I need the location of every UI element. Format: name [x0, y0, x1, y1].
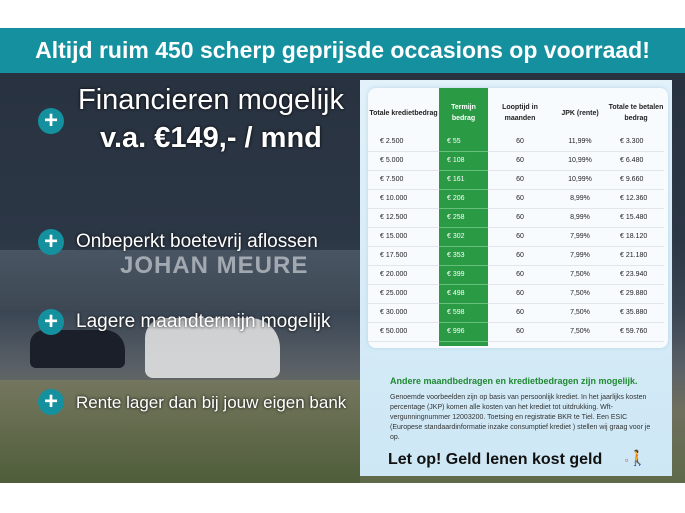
plus-icon: + — [38, 389, 64, 415]
table-cell: € 18.120 — [608, 227, 664, 247]
feature-3: Rente lager dan bij jouw eigen bank — [76, 393, 347, 412]
col-header: Looptijd in maanden — [502, 104, 538, 122]
table-cell: € 10.000 — [368, 189, 439, 209]
table-cell: € 50.000 — [368, 322, 439, 342]
table-cell: € 21.180 — [608, 246, 664, 266]
table-cell: € 55 — [439, 132, 488, 152]
table-row: € 17.500 € 353 60 7,99% € 21.180 — [368, 246, 664, 266]
table-row: € 30.000 € 598 60 7,50% € 35.880 — [368, 303, 664, 323]
table-cell: 60 — [488, 132, 552, 152]
table-cell: € 161 — [439, 170, 488, 190]
table-cell: 8,99% — [552, 189, 608, 209]
table-cell: € 258 — [439, 208, 488, 228]
table-row: € 50.000 € 996 60 7,50% € 59.760 — [368, 322, 664, 342]
top-banner: Altijd ruim 450 scherp geprijsde occasio… — [0, 28, 685, 73]
table-cell: € 17.500 — [368, 246, 439, 266]
table-header-row: Totale kredietbedrag Termijn bedrag Loop… — [368, 94, 664, 132]
table-cell: 60 — [488, 170, 552, 190]
table-cell: € 2.500 — [368, 132, 439, 152]
disclaimer: Genoemde voorbeelden zijn op basis van p… — [390, 394, 651, 441]
table-cell: 60 — [488, 246, 552, 266]
table-cell: € 20.000 — [368, 265, 439, 285]
table-cell: € 7.500 — [368, 170, 439, 190]
col-header: JPK (rente) — [561, 109, 599, 117]
table-cell: € 108 — [439, 151, 488, 171]
table-row: € 7.500 € 161 60 10,99% € 9.660 — [368, 170, 664, 190]
other-amounts-note: Andere maandbedragen en kredietbedragen … — [390, 376, 638, 386]
table-cell: 10,99% — [552, 151, 608, 171]
table-row: € 12.500 € 258 60 8,99% € 15.480 — [368, 208, 664, 228]
table-cell: 7,50% — [552, 284, 608, 304]
table-row: € 2.500 € 55 60 11,99% € 3.300 — [368, 132, 664, 152]
table-row: € 25.000 € 498 60 7,50% € 29.880 — [368, 284, 664, 304]
table-row: € 5.000 € 108 60 10,99% € 6.480 — [368, 151, 664, 171]
table-cell: € 25.000 — [368, 284, 439, 304]
table-cell: 7,99% — [552, 227, 608, 247]
table-cell: € 996 — [439, 322, 488, 342]
table-cell: € 29.880 — [608, 284, 664, 304]
photo-car-white — [145, 318, 280, 378]
table-cell: € 302 — [439, 227, 488, 247]
table-cell: € 15.480 — [608, 208, 664, 228]
photo-car-dark — [30, 330, 125, 368]
plus-icon: + — [38, 309, 64, 335]
table-cell: 60 — [488, 227, 552, 247]
table-row: € 20.000 € 399 60 7,50% € 23.940 — [368, 265, 664, 285]
price-headline: v.a. €149,- / mnd — [100, 122, 322, 154]
feature-2: Lagere maandtermijn mogelijk — [76, 311, 331, 332]
plus-icon: + — [38, 108, 64, 134]
walking-man-icon: ▫🚶 — [625, 450, 647, 467]
table-cell: € 23.940 — [608, 265, 664, 285]
table-row: € 15.000 € 302 60 7,99% € 18.120 — [368, 227, 664, 247]
headline: Financieren mogelijk — [78, 84, 344, 116]
table-cell: 60 — [488, 265, 552, 285]
col-header: Termijn bedrag — [451, 104, 476, 122]
table-row: € 10.000 € 206 60 8,99% € 12.360 — [368, 189, 664, 209]
table-cell: € 30.000 — [368, 303, 439, 323]
table-cell: € 12.360 — [608, 189, 664, 209]
table-cell: 60 — [488, 322, 552, 342]
feature-1: Onbeperkt boetevrij aflossen — [76, 231, 318, 252]
table-cell: € 598 — [439, 303, 488, 323]
table-cell: 8,99% — [552, 208, 608, 228]
finance-table: Totale kredietbedrag Termijn bedrag Loop… — [368, 94, 664, 342]
table-cell: 7,50% — [552, 265, 608, 285]
table-cell: € 5.000 — [368, 151, 439, 171]
plus-icon: + — [38, 229, 64, 255]
table-cell: € 12.500 — [368, 208, 439, 228]
table-cell: € 9.660 — [608, 170, 664, 190]
table-cell: € 498 — [439, 284, 488, 304]
table-cell: 10,99% — [552, 170, 608, 190]
table-cell: € 35.880 — [608, 303, 664, 323]
photo-building — [0, 250, 360, 310]
photo-sign: JOHAN MEURE — [120, 252, 309, 279]
col-header: Totale kredietbedrag — [369, 109, 438, 117]
table-cell: 60 — [488, 208, 552, 228]
table-cell: 60 — [488, 303, 552, 323]
table-cell: € 59.760 — [608, 322, 664, 342]
table-cell: 11,99% — [552, 132, 608, 152]
table-cell: € 353 — [439, 246, 488, 266]
table-cell: € 399 — [439, 265, 488, 285]
table-cell: € 3.300 — [608, 132, 664, 152]
table-cell: 7,50% — [552, 303, 608, 323]
table-cell: 7,99% — [552, 246, 608, 266]
table-cell: 60 — [488, 151, 552, 171]
warning-text: Let op! Geld lenen kost geld — [388, 451, 603, 468]
table-cell: € 15.000 — [368, 227, 439, 247]
table-cell: 60 — [488, 189, 552, 209]
table-cell: 7,50% — [552, 322, 608, 342]
table-cell: 60 — [488, 284, 552, 304]
table-cell: € 6.480 — [608, 151, 664, 171]
col-header: Totale te betalen bedrag — [608, 104, 664, 122]
table-cell: € 206 — [439, 189, 488, 209]
